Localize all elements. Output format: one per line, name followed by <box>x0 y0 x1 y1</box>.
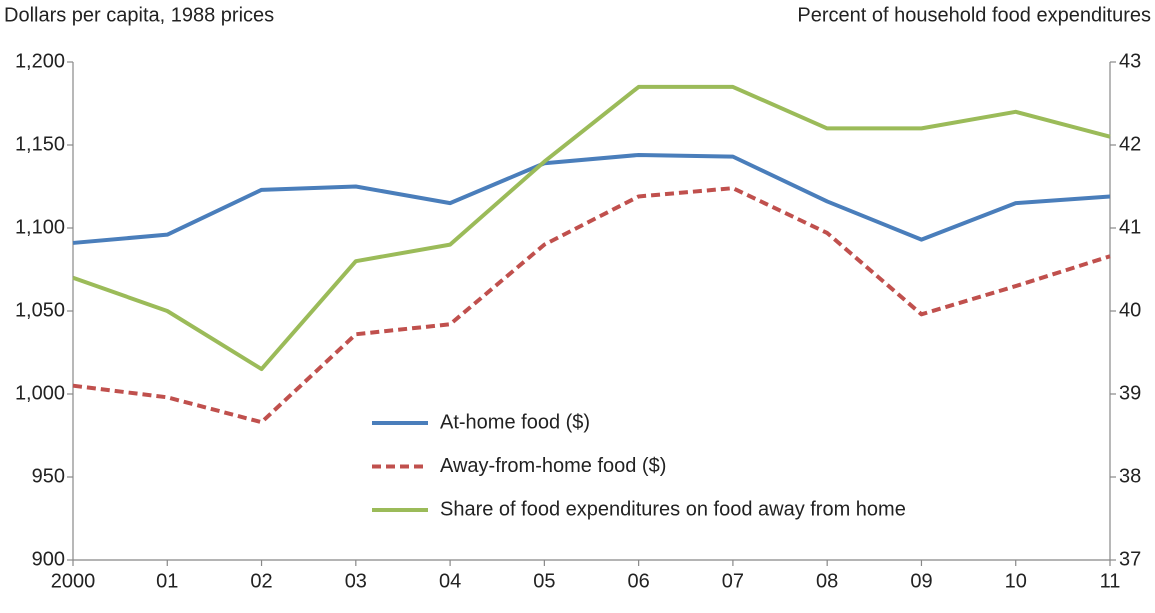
y2-tick-label: 43 <box>1119 50 1141 72</box>
y-tick-label: 1,050 <box>15 299 65 321</box>
x-tick-label: 06 <box>628 570 650 592</box>
x-tick-label: 04 <box>439 570 461 592</box>
y2-tick-label: 38 <box>1119 465 1141 487</box>
series-line <box>72 84 1111 372</box>
series-line <box>72 152 1111 245</box>
x-tick-label: 2000 <box>51 570 96 592</box>
y2-tick-label: 42 <box>1119 133 1141 155</box>
x-tick-label: 01 <box>156 570 178 592</box>
x-tick-label: 11 <box>1100 570 1121 592</box>
y-axis-label: Dollars per capita, 1988 prices <box>4 4 274 26</box>
series-line <box>72 186 1111 425</box>
y2-tick-label: 41 <box>1119 216 1141 238</box>
y-tick-label: 1,000 <box>15 382 65 404</box>
x-tick-label: 07 <box>722 570 744 592</box>
x-tick-label: 10 <box>1005 570 1027 592</box>
y2-tick-label: 37 <box>1119 548 1141 570</box>
x-tick-label: 03 <box>345 570 367 592</box>
y-tick-label: 1,100 <box>15 216 65 238</box>
legend-label: Share of food expenditures on food away … <box>440 498 906 520</box>
x-tick-label: 08 <box>816 570 838 592</box>
x-tick-label: 02 <box>250 570 272 592</box>
y-tick-label: 950 <box>32 465 65 487</box>
legend-label: Away-from-home food ($) <box>440 455 666 477</box>
y2-axis-label: Percent of household food expenditures <box>797 4 1151 26</box>
x-tick-label: 05 <box>533 570 555 592</box>
y-tick-label: 1,150 <box>15 133 65 155</box>
legend-label: At-home food ($) <box>440 411 590 433</box>
x-tick-label: 09 <box>910 570 932 592</box>
y-tick-label: 1,200 <box>15 50 65 72</box>
y2-tick-label: 40 <box>1119 299 1141 321</box>
y2-tick-label: 39 <box>1119 382 1141 404</box>
y-tick-label: 900 <box>32 548 65 570</box>
